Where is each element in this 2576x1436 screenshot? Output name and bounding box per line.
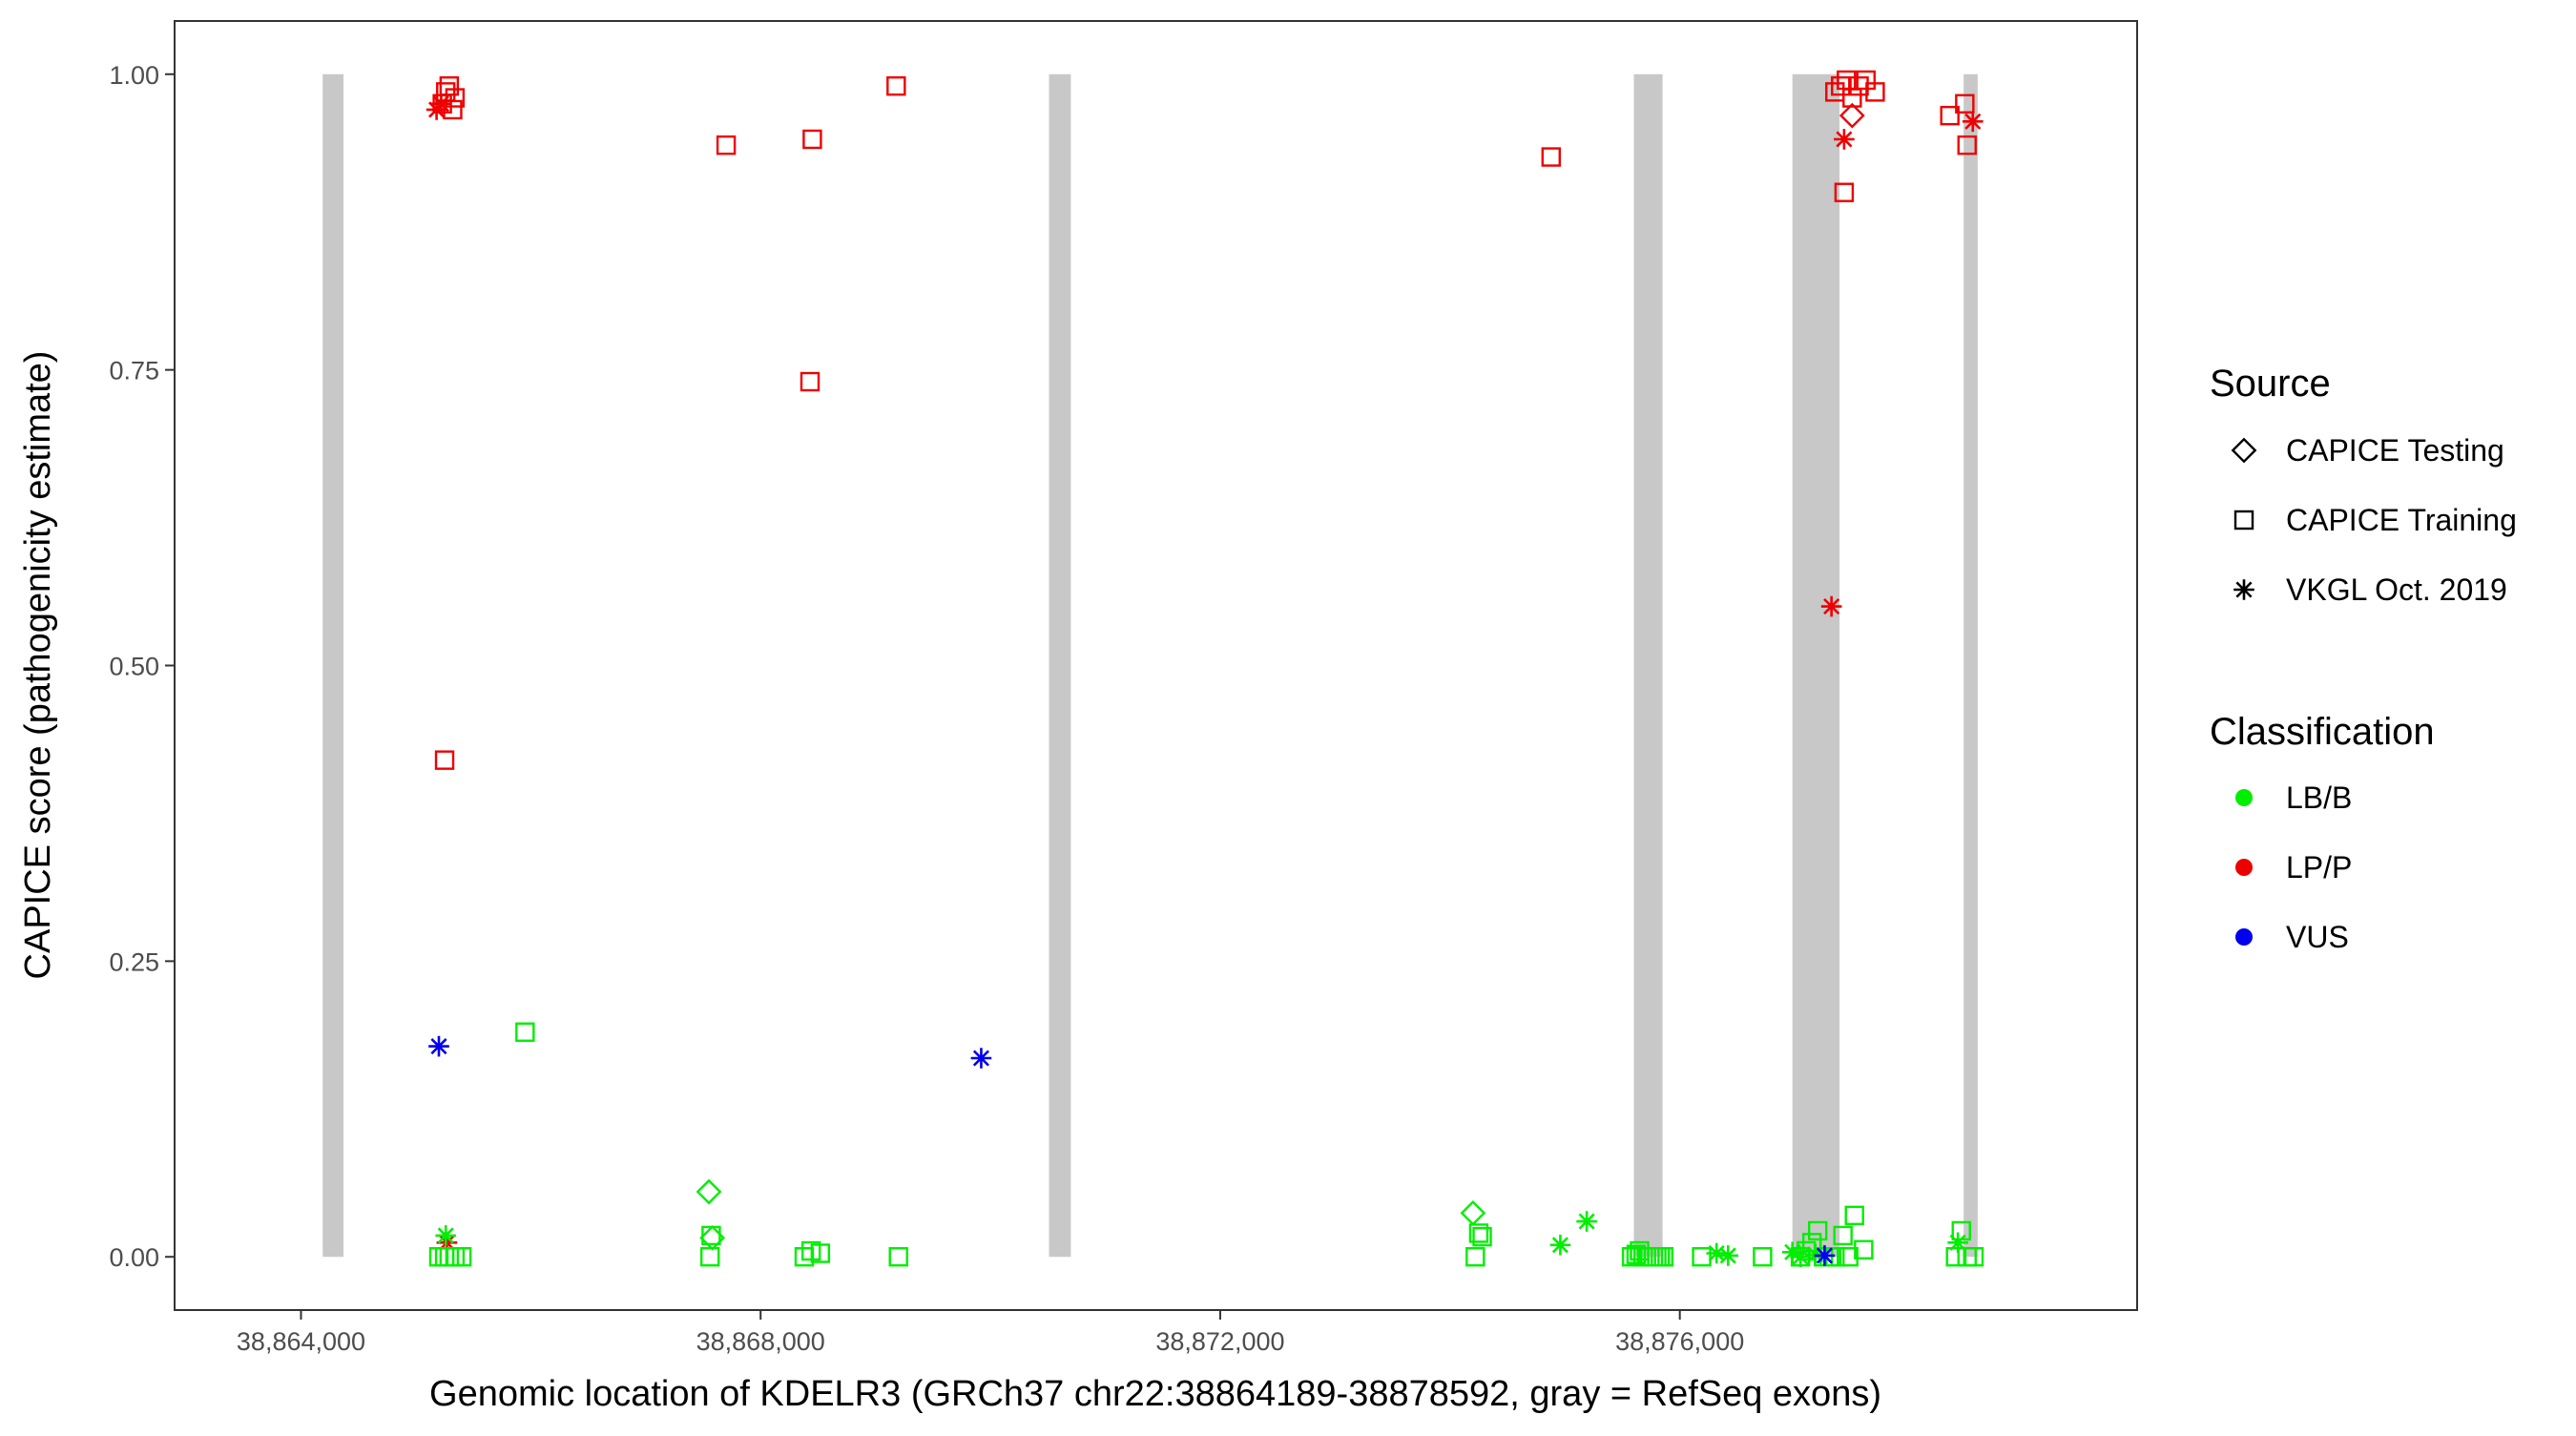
legend-class-label: LB/B <box>2286 780 2352 815</box>
data-point <box>1781 1241 1803 1263</box>
data-point <box>428 1035 449 1057</box>
legend-class-key <box>2235 789 2253 806</box>
data-point <box>886 75 906 96</box>
legend-source-key <box>2233 510 2254 531</box>
data-point <box>1839 102 1865 129</box>
data-point <box>430 93 452 114</box>
exon-band-2 <box>1049 73 1071 1258</box>
data-point <box>1820 595 1842 617</box>
exon-band-1 <box>322 73 344 1258</box>
data-point <box>802 129 822 150</box>
data-point <box>1541 147 1561 167</box>
data-point <box>810 1243 831 1263</box>
legend-source-label: CAPICE Training <box>2286 503 2517 537</box>
data-point <box>1717 1245 1739 1266</box>
data-point <box>970 1048 992 1069</box>
data-point <box>1839 1247 1859 1267</box>
data-point <box>1465 1247 1485 1267</box>
data-point <box>1472 1226 1492 1247</box>
y-tick-label: 0.00 <box>109 1243 159 1272</box>
legend-classification-title: Classification <box>2210 711 2435 753</box>
data-point <box>515 1022 535 1042</box>
data-point <box>1842 88 1862 108</box>
y-axis-title: CAPICE score (pathogenicity estimate) <box>18 351 58 980</box>
legend-source-title: Source <box>2210 363 2331 405</box>
data-point <box>1653 1247 1674 1267</box>
x-tick-label: 38,876,000 <box>1615 1327 1744 1356</box>
x-tick-label: 38,872,000 <box>1155 1327 1284 1356</box>
data-point <box>1831 75 1851 96</box>
y-tick-label: 0.25 <box>109 947 159 976</box>
data-point <box>1807 1220 1828 1241</box>
legend-class-key <box>2235 928 2253 946</box>
data-point <box>699 1224 726 1251</box>
exon-bands <box>322 73 1978 1258</box>
data-point <box>1790 1246 1811 1268</box>
y-tick-label: 0.50 <box>109 653 159 681</box>
legend-source-label: CAPICE Testing <box>2286 433 2504 468</box>
data-point <box>1957 135 1977 156</box>
data-point <box>1940 105 1960 126</box>
legend-class-label: VUS <box>2286 920 2349 954</box>
exon-band-4 <box>1792 73 1840 1258</box>
data-point <box>1814 1245 1836 1266</box>
x-tick-label: 38,864,000 <box>237 1327 365 1356</box>
data-point <box>1460 1199 1486 1226</box>
data-point <box>1834 129 1855 150</box>
data-point <box>1947 1232 1968 1254</box>
exon-band-5 <box>1963 73 1978 1258</box>
y-tick-label: 1.00 <box>109 61 159 90</box>
data-point <box>1854 1239 1874 1259</box>
y-axis: 0.00 0.25 0.50 0.75 1.00 <box>109 61 175 1272</box>
legend-source-label: VKGL Oct. 2019 <box>2286 572 2507 607</box>
data-point <box>1706 1242 1728 1264</box>
data-point <box>800 371 821 392</box>
data-point <box>1963 1247 1984 1267</box>
y-tick-label: 0.75 <box>109 357 159 385</box>
legend-source-key <box>2233 579 2254 600</box>
legend-class-key <box>2235 859 2253 876</box>
data-point <box>1753 1247 1773 1267</box>
x-axis: 38,864,000 38,868,000 38,872,000 38,876,000 <box>237 1310 1744 1356</box>
data-point <box>1833 1225 1853 1246</box>
data-point <box>1945 1247 1965 1267</box>
data-point <box>1692 1247 1712 1267</box>
legend-source-key <box>2231 437 2257 464</box>
data-points <box>426 70 1984 1268</box>
data-point <box>716 135 737 156</box>
data-point <box>1549 1235 1571 1256</box>
legend: Source CAPICE Testing CAPICE Training VKGL… <box>2210 363 2517 954</box>
data-point <box>1962 111 1984 133</box>
data-point <box>451 1247 472 1267</box>
x-tick-label: 38,868,000 <box>696 1327 825 1356</box>
exon-band-3 <box>1633 73 1663 1258</box>
data-point <box>1834 182 1855 202</box>
data-point <box>1955 94 1975 114</box>
data-point <box>434 750 455 770</box>
data-point <box>696 1178 722 1205</box>
x-axis-title: Genomic location of KDELR3 (GRCh37 chr22… <box>429 1374 1881 1414</box>
data-point <box>1468 1223 1489 1243</box>
data-point <box>1865 82 1885 102</box>
data-point <box>1844 1205 1864 1226</box>
data-point <box>435 1225 457 1246</box>
data-point <box>1576 1211 1597 1232</box>
data-point <box>888 1247 908 1267</box>
legend-class-label: LP/P <box>2286 850 2352 884</box>
